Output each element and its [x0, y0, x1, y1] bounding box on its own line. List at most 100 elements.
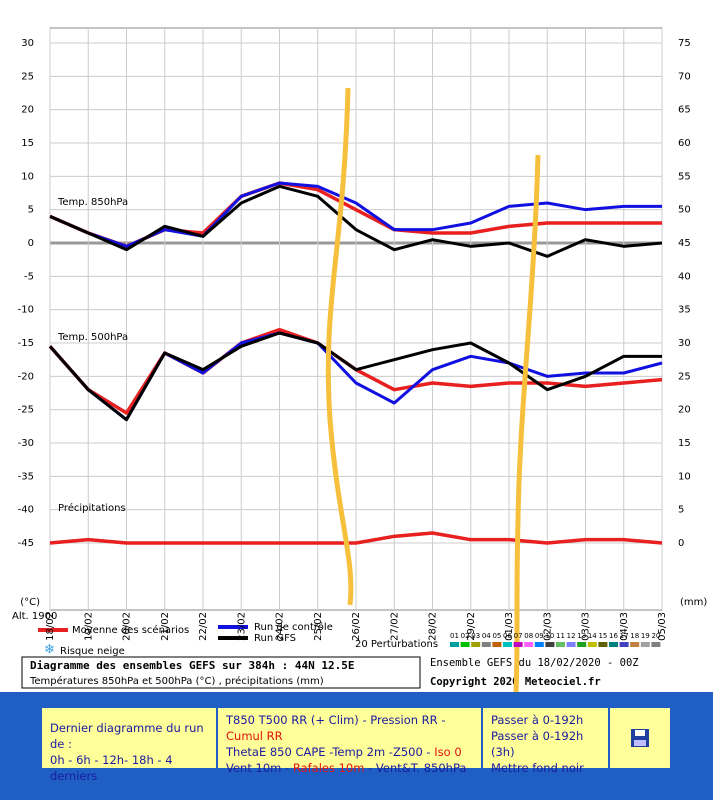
x-tick-label: 04/03 — [619, 612, 630, 641]
y-axis-label: (°C) — [20, 597, 40, 608]
altitude: Alt. 1900 — [12, 611, 57, 622]
menu-link[interactable]: ThetaE 850 CAPE -Temp 2m -Z500 - — [226, 745, 435, 759]
x-tick-label: 29/02 — [466, 612, 477, 641]
perturbation-swatch — [556, 642, 565, 647]
x-tick-label: 25/02 — [313, 612, 324, 641]
perturbation-label: 13 — [577, 632, 586, 640]
y-tick-label: -30 — [18, 438, 34, 449]
y-tick-label: 10 — [21, 171, 34, 182]
param-box: T850 T500 RR (+ Clim) - Pression RR - Cu… — [218, 708, 481, 775]
y-tick-label: -25 — [18, 405, 34, 416]
y2-tick-label: 65 — [678, 105, 691, 116]
perturbation-swatch — [577, 642, 587, 647]
legend-label: Moyenne des scénarios — [72, 624, 189, 636]
y2-tick-label: 30 — [678, 338, 691, 349]
perturbation-swatch — [587, 642, 597, 647]
y2-tick-label: 0 — [678, 538, 684, 549]
perturbation-swatch — [651, 642, 661, 647]
perturbation-swatch — [630, 642, 640, 647]
perturbation-swatch — [598, 642, 608, 647]
x-tick-label: 21/02 — [160, 612, 171, 641]
y2-tick-label: 20 — [678, 405, 691, 416]
perturbation-label: 02 — [461, 632, 470, 640]
menu-link[interactable]: - Vent&T. 850hPa — [364, 761, 467, 775]
x-tick-label: 20/02 — [122, 612, 133, 641]
y2-tick-label: 75 — [678, 38, 691, 49]
y-tick-label: -10 — [18, 305, 34, 316]
perturbation-swatch — [481, 642, 491, 647]
run-info: Ensemble GEFS du 18/02/2020 - 00Z — [430, 657, 639, 669]
menu-link[interactable]: Cumul RR — [226, 729, 283, 743]
y-tick-label: 25 — [21, 71, 34, 82]
perturbation-label: 10 — [545, 632, 554, 640]
perturbation-label: 05 — [492, 632, 501, 640]
menu-link[interactable]: Passer à 0-192h (3h) — [491, 729, 584, 759]
y-tick-label: -20 — [18, 371, 34, 382]
y-tick-label: -5 — [24, 271, 34, 282]
perturbation-label: 16 — [609, 632, 618, 640]
perturbation-swatch — [492, 642, 502, 647]
hand-drawn-line — [513, 154, 541, 692]
menu-text: Dernier diagramme du run de : — [50, 721, 204, 751]
legend-label: 20 Perturbations — [355, 639, 438, 650]
perturbation-swatch — [471, 642, 481, 647]
perturbation-label: 17 — [620, 632, 629, 640]
y2-tick-label: 45 — [678, 238, 691, 249]
y2-tick-label: 35 — [678, 305, 691, 316]
series-line — [49, 184, 663, 258]
menu-link[interactable]: Rafales 10m — [292, 761, 365, 775]
menu-link[interactable]: Passer à 0-192h — [491, 713, 584, 727]
perturbation-swatch — [640, 642, 650, 647]
y2-tick-label: 25 — [678, 371, 691, 382]
y2-tick-label: 10 — [678, 471, 691, 482]
perturbation-label: 03 — [471, 632, 480, 640]
perturbation-label: 12 — [567, 632, 576, 640]
menu-link[interactable]: 0h - 6h - 12h- 18h - 4 derniers — [50, 753, 173, 783]
save-icon[interactable] — [630, 728, 650, 748]
perturbation-swatch — [450, 642, 459, 647]
perturbation-label: 06 — [503, 632, 512, 640]
perturbation-label: 11 — [556, 632, 565, 640]
x-tick-label: 27/02 — [389, 612, 400, 641]
y-tick-label: -35 — [18, 471, 34, 482]
hand-drawn-line — [325, 87, 354, 606]
menu-link[interactable]: Vent 10m - — [226, 761, 293, 775]
menu-bar: Dernier diagramme du run de : 0h - 6h - … — [0, 692, 713, 800]
y2-axis-label: (mm) — [680, 597, 707, 608]
x-tick-label: 05/03 — [657, 612, 668, 641]
x-tick-label: 26/02 — [351, 612, 362, 641]
perturbation-swatch — [460, 642, 470, 647]
y-tick-label: 20 — [21, 105, 34, 116]
perturbation-label: 09 — [535, 632, 544, 640]
perturbation-label: 14 — [588, 632, 597, 640]
option-box: Passer à 0-192h Passer à 0-192h (3h) Met… — [483, 708, 608, 775]
x-tick-label: 01/03 — [504, 612, 515, 641]
series-line — [49, 531, 663, 545]
y-tick-label: 0 — [28, 238, 34, 249]
y-tick-label: -45 — [18, 538, 34, 549]
perturbation-swatch — [534, 642, 544, 647]
perturbation-label: 18 — [630, 632, 639, 640]
y2-tick-label: 60 — [678, 138, 691, 149]
y-tick-label: -40 — [18, 505, 34, 516]
perturbation-swatch — [545, 642, 555, 647]
perturbation-label: 08 — [524, 632, 533, 640]
perturbation-label: 20 — [651, 632, 660, 640]
perturbation-label: 19 — [641, 632, 650, 640]
save-box[interactable] — [610, 708, 670, 768]
y2-tick-label: 15 — [678, 438, 691, 449]
perturbation-label: 15 — [598, 632, 607, 640]
title-box — [21, 656, 421, 689]
chart-title: Diagramme des ensembles GEFS sur 384h : … — [30, 659, 355, 672]
series-line — [48, 331, 662, 422]
menu-link[interactable]: T850 T500 RR (+ Clim) - Pression RR - — [226, 713, 446, 727]
menu-link[interactable]: Iso 0 — [434, 745, 462, 759]
menu-link[interactable]: Mettre fond noir — [491, 761, 584, 775]
y2-tick-label: 70 — [678, 71, 691, 82]
snow-icon: ❄ — [44, 643, 55, 658]
perturbation-swatch — [609, 642, 618, 647]
annotation: Précipitations — [58, 502, 126, 514]
perturbation-swatch — [619, 642, 629, 647]
chart-subtitle: Températures 850hPa et 500hPa (°C) , pré… — [29, 675, 324, 687]
